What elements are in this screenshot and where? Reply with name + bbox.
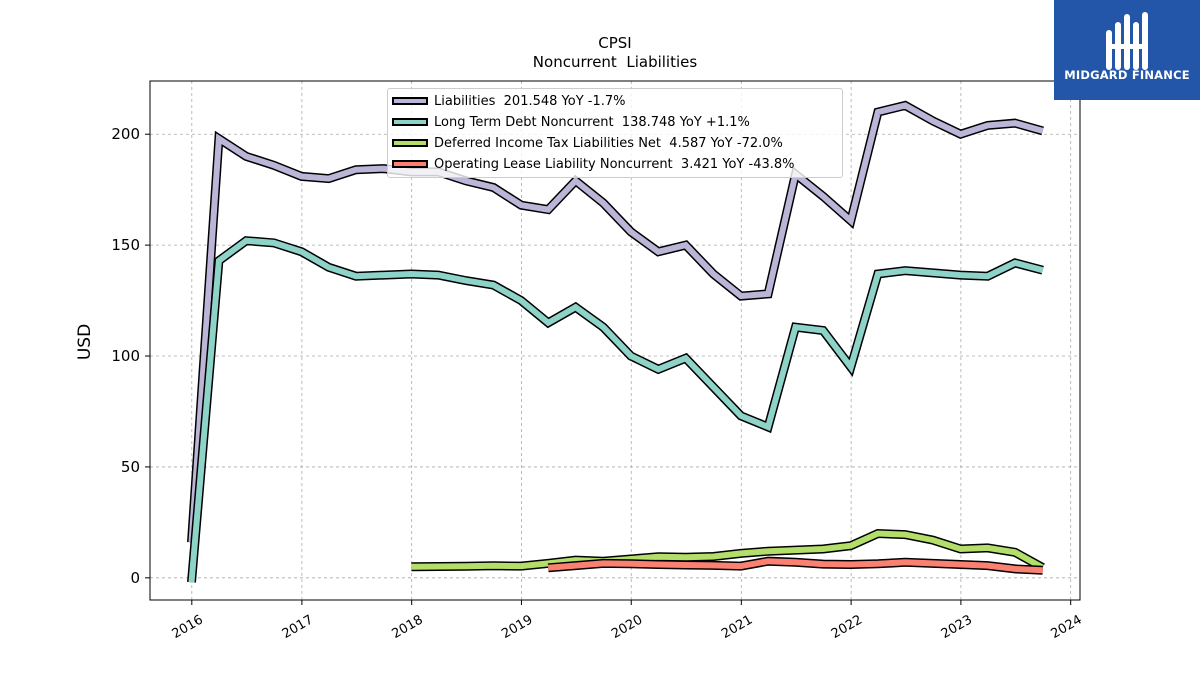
x-tick-label: 2017 (280, 612, 316, 642)
series-line (188, 102, 1044, 543)
x-tick-label: 2019 (499, 612, 535, 642)
chart-subtitle: Noncurrent Liabilities (533, 53, 698, 71)
legend-swatch (392, 97, 428, 105)
legend-swatch (392, 160, 428, 168)
logo-mark-icon (1106, 12, 1148, 70)
series-line (188, 237, 1044, 583)
x-tick-label: 2024 (1049, 612, 1085, 642)
legend-item-operating-lease: Operating Lease Liability Noncurrent 3.4… (388, 154, 795, 174)
legend-item-long-term-debt: Long Term Debt Noncurrent 138.748 YoY +1… (388, 112, 750, 132)
x-tick-label: 2016 (170, 612, 206, 642)
legend-swatch (392, 118, 428, 126)
x-tick-label: 2022 (829, 612, 865, 642)
y-tick-label: 150 (111, 236, 140, 254)
chart-legend: Liabilities 201.548 YoY -1.7% Long Term … (387, 88, 843, 178)
legend-swatch (392, 139, 428, 147)
x-tick-label: 2023 (939, 612, 975, 642)
series-long-term-debt-noncurrent (187, 236, 1044, 583)
x-tick-label: 2020 (609, 612, 645, 642)
series-line (547, 558, 1043, 574)
legend-label: Deferred Income Tax Liabilities Net 4.58… (434, 135, 783, 151)
series-lines (187, 100, 1045, 583)
chart-title: CPSI (598, 34, 631, 52)
legend-item-liabilities: Liabilities 201.548 YoY -1.7% (388, 91, 626, 111)
x-tick-label: 2018 (390, 612, 426, 642)
y-axis-label: USD (75, 324, 95, 360)
y-tick-label: 100 (111, 347, 140, 365)
series-deferred-income-tax-liabilities-net (411, 528, 1045, 572)
brand-logo: MIDGARD FINANCE (1054, 0, 1200, 100)
y-tick-label: 0 (130, 569, 140, 587)
y-tick-label: 50 (121, 458, 140, 476)
series-outline (187, 236, 1044, 583)
series-liabilities (187, 100, 1044, 543)
series-operating-lease-liability-noncurrent (547, 556, 1043, 575)
legend-label: Long Term Debt Noncurrent 138.748 YoY +1… (434, 114, 750, 130)
legend-item-deferred-tax: Deferred Income Tax Liabilities Net 4.58… (388, 133, 783, 153)
legend-label: Liabilities 201.548 YoY -1.7% (434, 93, 626, 109)
series-line (411, 530, 1045, 571)
y-tick-label: 200 (111, 125, 140, 143)
legend-label: Operating Lease Liability Noncurrent 3.4… (434, 156, 795, 172)
logo-text: MIDGARD FINANCE (1064, 68, 1190, 82)
x-tick-label: 2021 (719, 612, 755, 642)
axes-frame (149, 80, 1081, 601)
